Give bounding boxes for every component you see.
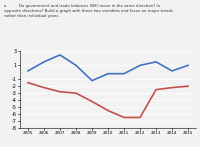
Net Exports [123, 117, 125, 118]
Net Exports [187, 85, 189, 87]
Line: Government Balance: Government Balance [28, 55, 188, 81]
Government Balance [91, 80, 93, 82]
Government Balance [139, 65, 141, 66]
Government Balance [43, 61, 45, 63]
Government Balance [107, 73, 109, 75]
Government Balance [59, 54, 61, 56]
Net Exports [139, 117, 141, 118]
Government Balance [75, 65, 77, 66]
Net Exports [59, 91, 61, 93]
Government Balance [171, 70, 173, 72]
Net Exports [27, 82, 29, 84]
Net Exports [43, 87, 45, 88]
Net Exports [75, 92, 77, 94]
Net Exports [91, 101, 93, 102]
Government Balance [187, 65, 189, 66]
Line: Net Exports: Net Exports [28, 83, 188, 117]
Net Exports [107, 110, 109, 111]
Net Exports [171, 87, 173, 88]
Net Exports [155, 89, 157, 91]
Government Balance [27, 70, 29, 72]
Government Balance [123, 73, 125, 75]
Text: a.         Do government and trade balances (NX) move in the same direction? In
: a. Do government and trade balances (NX)… [4, 4, 173, 18]
Government Balance [155, 61, 157, 63]
